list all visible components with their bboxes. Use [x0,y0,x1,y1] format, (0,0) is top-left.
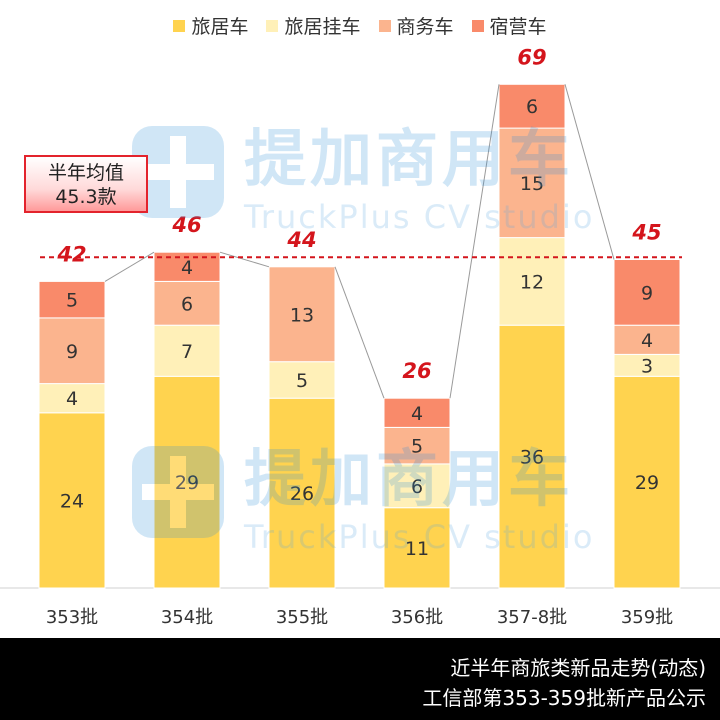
category-label: 359批 [621,607,673,628]
category-label: 355批 [276,607,328,628]
bar-segment [613,375,681,589]
data-label: 13 [290,304,314,326]
average-box: 半年均值 45.3款 [24,155,148,213]
data-label: 4 [66,388,78,410]
legend-label: 商务车 [396,16,454,38]
connector-line [564,84,615,260]
bar-segment [498,127,566,239]
data-label: 15 [520,173,544,195]
bar-segment [498,237,566,326]
legend-item-1: 旅居挂车 [266,12,361,39]
data-label: 12 [520,271,544,293]
total-label: 44 [286,228,316,252]
data-label: 6 [526,96,538,118]
bar-segment [38,412,106,589]
data-label: 26 [290,483,314,505]
bar-segment [613,259,681,326]
bar-segment [153,375,221,589]
data-label: 9 [641,282,653,304]
data-label: 4 [181,257,193,279]
total-label: 26 [402,359,431,383]
data-label: 9 [66,341,78,363]
connector-line [219,251,270,268]
footer-title: 近半年商旅类新品走势(动态) [450,656,706,680]
legend-item-0: 旅居车 [173,12,248,39]
legend-label: 宿营车 [489,16,547,38]
legend-item-2: 商务车 [378,12,454,39]
total-label: 46 [171,213,201,237]
bar-segment [383,507,451,589]
connector-line [334,266,385,399]
data-label: 6 [181,293,193,315]
bar-segment [383,426,451,465]
bar-segment [38,280,106,319]
data-label: 4 [641,330,653,352]
data-label: 3 [641,355,653,377]
legend-label: 旅居挂车 [284,16,361,38]
bar-segment [38,383,106,414]
category-label: 356批 [391,607,443,628]
bar-segment [613,324,681,355]
data-label: 5 [66,290,78,312]
data-label: 24 [60,490,84,512]
legend-item-3: 宿营车 [471,12,547,39]
average-value: 45.3款 [55,186,117,208]
legend-label: 旅居车 [191,16,249,38]
data-label: 6 [411,476,423,498]
bar-segment [153,324,221,377]
bar-segment [498,324,566,589]
bar-segment [268,266,336,363]
data-label: 5 [411,436,423,458]
connector-line [449,84,500,399]
total-label: 45 [631,221,661,245]
footer: 近半年商旅类新品走势(动态) 工信部第353-359批新产品公示 [0,638,720,720]
legend: 旅居车 旅居挂车 商务车 宿营车 [0,12,720,39]
data-label: 29 [635,472,659,494]
data-label: 36 [520,447,544,469]
bar-segment [268,361,336,399]
bar-segment [383,397,451,428]
total-label: 42 [56,242,86,266]
legend-swatch [173,19,186,32]
stacked-bar-chart: 2449542353批2976446354批2651344355批1165426… [0,45,720,628]
legend-swatch [266,19,279,32]
data-label: 7 [181,341,193,363]
legend-swatch [378,19,391,32]
bar-segment [153,280,221,326]
average-label: 半年均值 [47,162,124,184]
data-label: 11 [405,538,429,560]
total-label: 69 [517,45,546,69]
category-label: 354批 [161,607,213,628]
data-label: 29 [175,472,199,494]
footer-subtitle: 工信部第353-359批新产品公示 [422,686,706,710]
category-label: 353批 [46,607,98,628]
legend-swatch [471,19,484,32]
category-label: 357-8批 [497,607,567,628]
data-label: 4 [411,403,423,425]
connector-line [104,251,155,282]
bar-segment [383,463,451,509]
data-label: 5 [296,370,308,392]
bar-segment [268,397,336,589]
bar-segment [498,83,566,129]
